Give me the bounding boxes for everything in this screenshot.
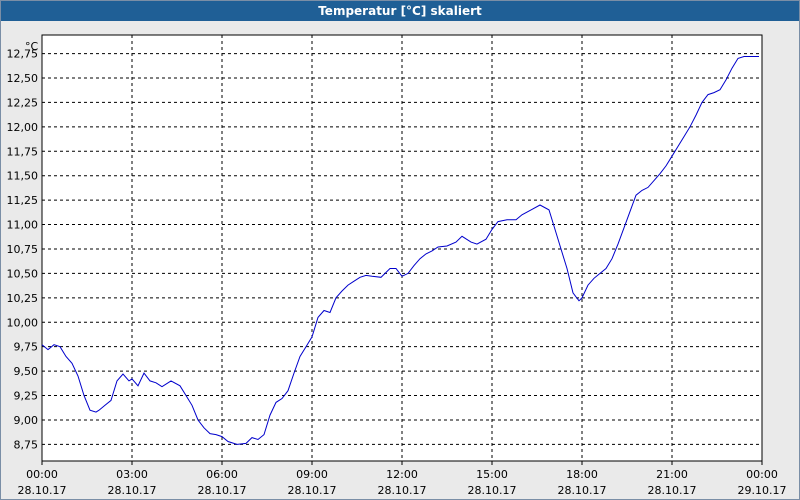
x-tick-date: 28.10.17 [18, 484, 67, 497]
x-tick-time: 06:00 [206, 468, 238, 481]
x-tick-time: 18:00 [566, 468, 598, 481]
y-tick-label: 9,00 [14, 414, 39, 427]
y-tick-label: 12,00 [7, 121, 39, 134]
grid-lines [42, 35, 762, 461]
x-tick-time: 09:00 [296, 468, 328, 481]
x-tick-date: 29.10.17 [738, 484, 787, 497]
y-tick-label: 10,25 [7, 292, 39, 305]
y-tick-label: 9,50 [14, 365, 39, 378]
x-tick-date: 28.10.17 [648, 484, 697, 497]
y-tick-label: 12,25 [7, 96, 39, 109]
x-tick-time: 00:00 [26, 468, 58, 481]
y-tick-label: 8,75 [14, 438, 39, 451]
x-tick-date: 28.10.17 [198, 484, 247, 497]
y-tick-label: 10,75 [7, 243, 39, 256]
x-tick-date: 28.10.17 [378, 484, 427, 497]
x-tick-time: 21:00 [656, 468, 688, 481]
x-tick-time: 15:00 [476, 468, 508, 481]
x-tick-date: 28.10.17 [468, 484, 517, 497]
x-tick-time: 03:00 [116, 468, 148, 481]
y-tick-label: 10,00 [7, 316, 39, 329]
window-title: Temperatur [°C] skaliert [1, 1, 799, 21]
temperature-line [41, 56, 759, 445]
x-tick-date: 28.10.17 [558, 484, 607, 497]
y-tick-label: 9,75 [14, 341, 39, 354]
y-axis-unit: °C [25, 40, 39, 53]
temperature-chart: °C 8,75 9,00 9,25 9,50 9,75 10,00 10,25 10,50 10… [7, 34, 787, 497]
y-axis-ticks: 8,75 9,00 9,25 9,50 9,75 10,00 10,25 10,50 10,75… [7, 48, 39, 452]
x-tick-date: 28.10.17 [288, 484, 337, 497]
x-tick-time: 12:00 [386, 468, 418, 481]
y-tick-label: 9,25 [14, 390, 39, 403]
x-axis-ticks: 00:00 28.10.17 03:00 28.10.17 06:00 28.10.17 0… [18, 461, 787, 497]
y-tick-label: 11,75 [7, 145, 39, 158]
x-tick-time: 00:00 [746, 468, 778, 481]
y-tick-label: 12,75 [7, 48, 39, 61]
y-tick-label: 11,25 [7, 194, 39, 207]
y-tick-label: 11,50 [7, 170, 39, 183]
y-tick-label: 11,00 [7, 219, 39, 232]
x-tick-date: 28.10.17 [108, 484, 157, 497]
y-tick-label: 12,50 [7, 72, 39, 85]
y-tick-label: 10,50 [7, 267, 39, 280]
